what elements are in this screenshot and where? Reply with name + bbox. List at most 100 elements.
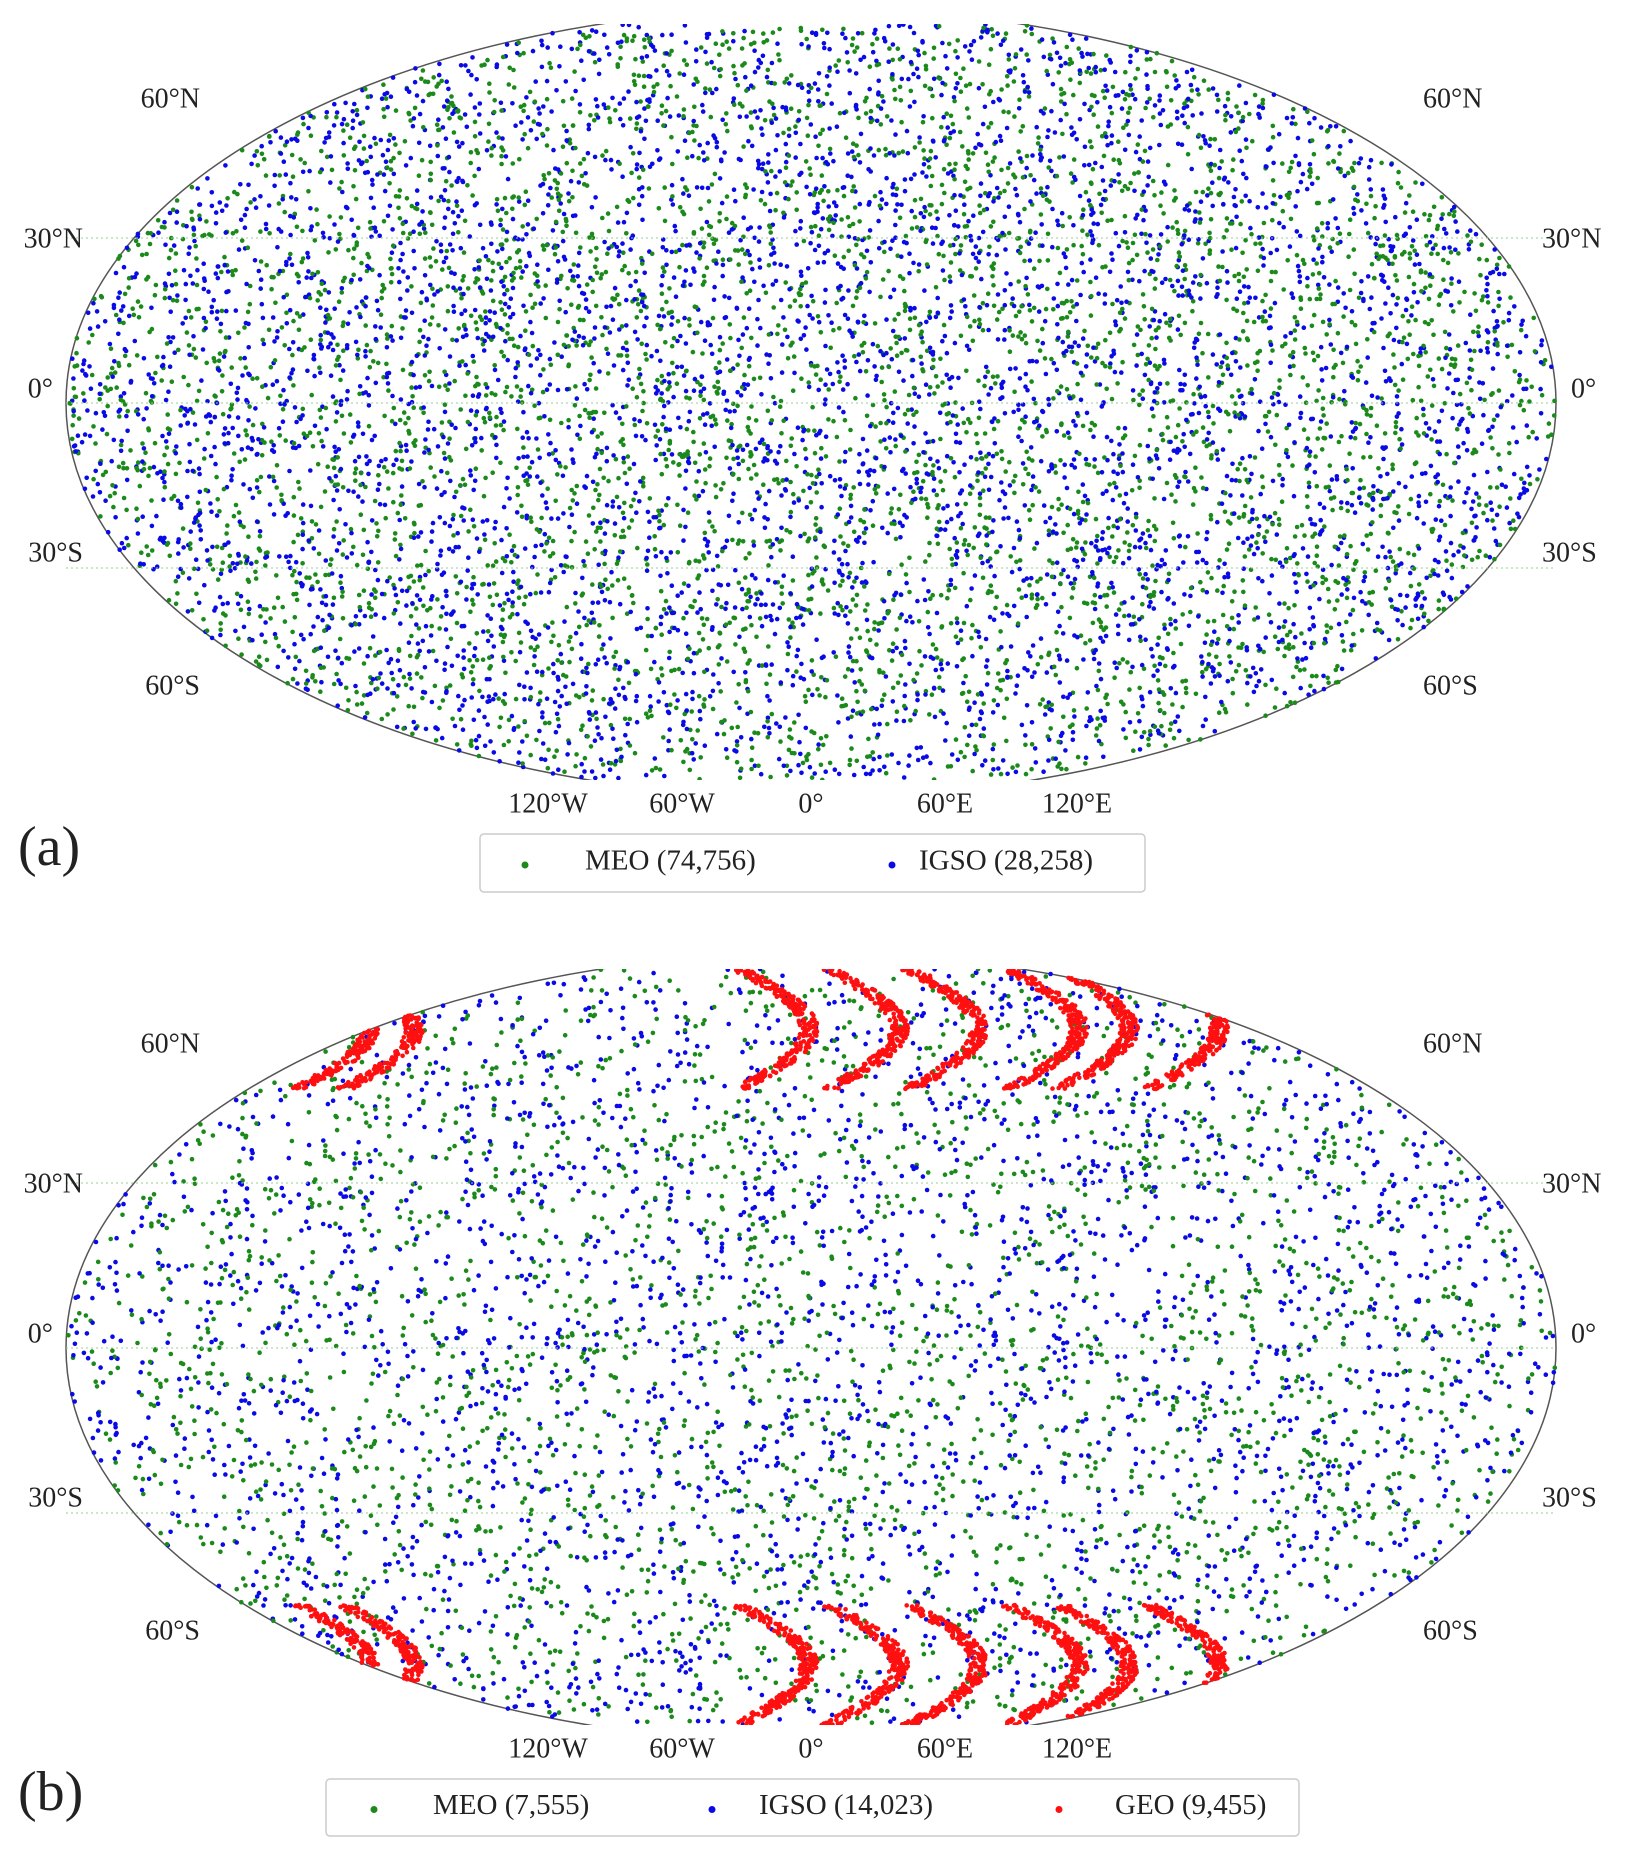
- satellite-dot: [542, 176, 547, 182]
- satellite-dot: [704, 219, 710, 225]
- satellite-dot: [1418, 398, 1424, 404]
- satellite-dot: [487, 309, 493, 314]
- satellite-dot: [681, 107, 687, 112]
- satellite-dot: [898, 673, 904, 678]
- satellite-dot: [736, 520, 741, 525]
- satellite-dot: [1077, 80, 1083, 86]
- satellite-dot: [185, 468, 190, 474]
- satellite-dot: [1112, 178, 1117, 184]
- satellite-dot: [355, 420, 361, 425]
- satellite-dot: [1120, 238, 1125, 244]
- satellite-dot: [921, 162, 927, 167]
- satellite-dot: [1155, 257, 1160, 263]
- satellite-dot: [771, 394, 776, 400]
- satellite-dot: [669, 182, 675, 188]
- satellite-dot: [664, 702, 670, 708]
- satellite-dot: [1072, 714, 1077, 719]
- satellite-dot: [1215, 292, 1220, 297]
- satellite-dot: [997, 190, 1003, 196]
- satellite-dot: [140, 459, 145, 464]
- satellite-dot: [1005, 83, 1010, 88]
- satellite-dot: [766, 332, 772, 337]
- satellite-dot: [1094, 355, 1100, 361]
- satellite-dot: [527, 465, 532, 471]
- satellite-dot: [178, 407, 183, 413]
- satellite-dot: [510, 216, 516, 222]
- satellite-dot: [1144, 72, 1149, 77]
- satellite-dot: [837, 477, 843, 482]
- satellite-dot: [1091, 112, 1096, 117]
- satellite-dot: [576, 263, 581, 268]
- satellite-dot: [1476, 324, 1481, 330]
- satellite-dot: [408, 155, 414, 161]
- satellite-dot: [1013, 186, 1018, 192]
- satellite-dot: [1466, 247, 1472, 252]
- satellite-dot: [578, 245, 583, 250]
- satellite-dot: [445, 644, 450, 650]
- satellite-dot: [1065, 334, 1071, 339]
- satellite-dot: [551, 633, 556, 639]
- satellite-dot: [757, 225, 762, 230]
- satellite-dot: [288, 553, 293, 559]
- satellite-dot: [1349, 502, 1355, 508]
- satellite-dot: [408, 573, 414, 579]
- satellite-dot: [117, 547, 122, 552]
- satellite-dot: [914, 745, 920, 751]
- satellite-dot: [976, 59, 982, 64]
- satellite-dot: [1113, 319, 1118, 324]
- satellite-dot: [666, 400, 671, 405]
- satellite-dot: [723, 622, 729, 627]
- satellite-dot: [916, 52, 921, 58]
- satellite-dot: [521, 108, 526, 114]
- satellite-dot: [784, 76, 790, 82]
- satellite-dot: [1107, 365, 1113, 370]
- satellite-dot: [499, 307, 505, 313]
- satellite-dot: [991, 99, 996, 105]
- satellite-dot: [1112, 660, 1117, 665]
- satellite-dot: [1061, 530, 1066, 536]
- satellite-dot: [307, 295, 313, 301]
- satellite-dot: [710, 706, 716, 712]
- satellite-dot: [717, 73, 723, 79]
- satellite-dot: [1333, 216, 1338, 221]
- satellite-dot: [1333, 124, 1339, 129]
- satellite-dot: [191, 566, 197, 572]
- satellite-dot: [404, 196, 410, 201]
- satellite-dot: [153, 282, 159, 288]
- satellite-dot: [319, 679, 324, 685]
- satellite-dot: [1494, 512, 1500, 518]
- satellite-dot: [452, 378, 458, 384]
- satellite-dot: [353, 466, 359, 472]
- satellite-dot: [922, 204, 927, 210]
- satellite-dot: [899, 562, 904, 567]
- satellite-dot: [486, 257, 491, 263]
- satellite-dot: [1175, 227, 1180, 233]
- satellite-dot: [566, 740, 572, 746]
- satellite-dot: [916, 74, 921, 80]
- satellite-dot: [275, 664, 281, 670]
- satellite-dot: [948, 260, 954, 265]
- satellite-dot: [1379, 160, 1384, 166]
- satellite-dot: [705, 539, 711, 544]
- satellite-dot: [1272, 300, 1278, 306]
- satellite-dot: [1243, 238, 1248, 243]
- satellite-dot: [515, 360, 520, 365]
- satellite-dot: [76, 416, 82, 421]
- satellite-dot: [923, 67, 929, 72]
- satellite-dot: [1086, 65, 1091, 71]
- satellite-dot: [642, 270, 647, 276]
- satellite-dot: [946, 41, 952, 47]
- satellite-dot: [739, 586, 745, 592]
- satellite-dot: [552, 340, 557, 345]
- satellite-dot: [423, 437, 428, 442]
- satellite-dot: [1304, 494, 1310, 499]
- satellite-dot: [500, 556, 506, 561]
- satellite-dot: [735, 389, 740, 395]
- satellite-dot: [257, 603, 263, 609]
- satellite-dot: [113, 312, 119, 318]
- satellite-dot: [1426, 321, 1431, 327]
- satellite-dot: [358, 314, 363, 320]
- satellite-dot: [1407, 251, 1413, 256]
- satellite-dot: [973, 145, 978, 151]
- satellite-dot: [740, 447, 746, 453]
